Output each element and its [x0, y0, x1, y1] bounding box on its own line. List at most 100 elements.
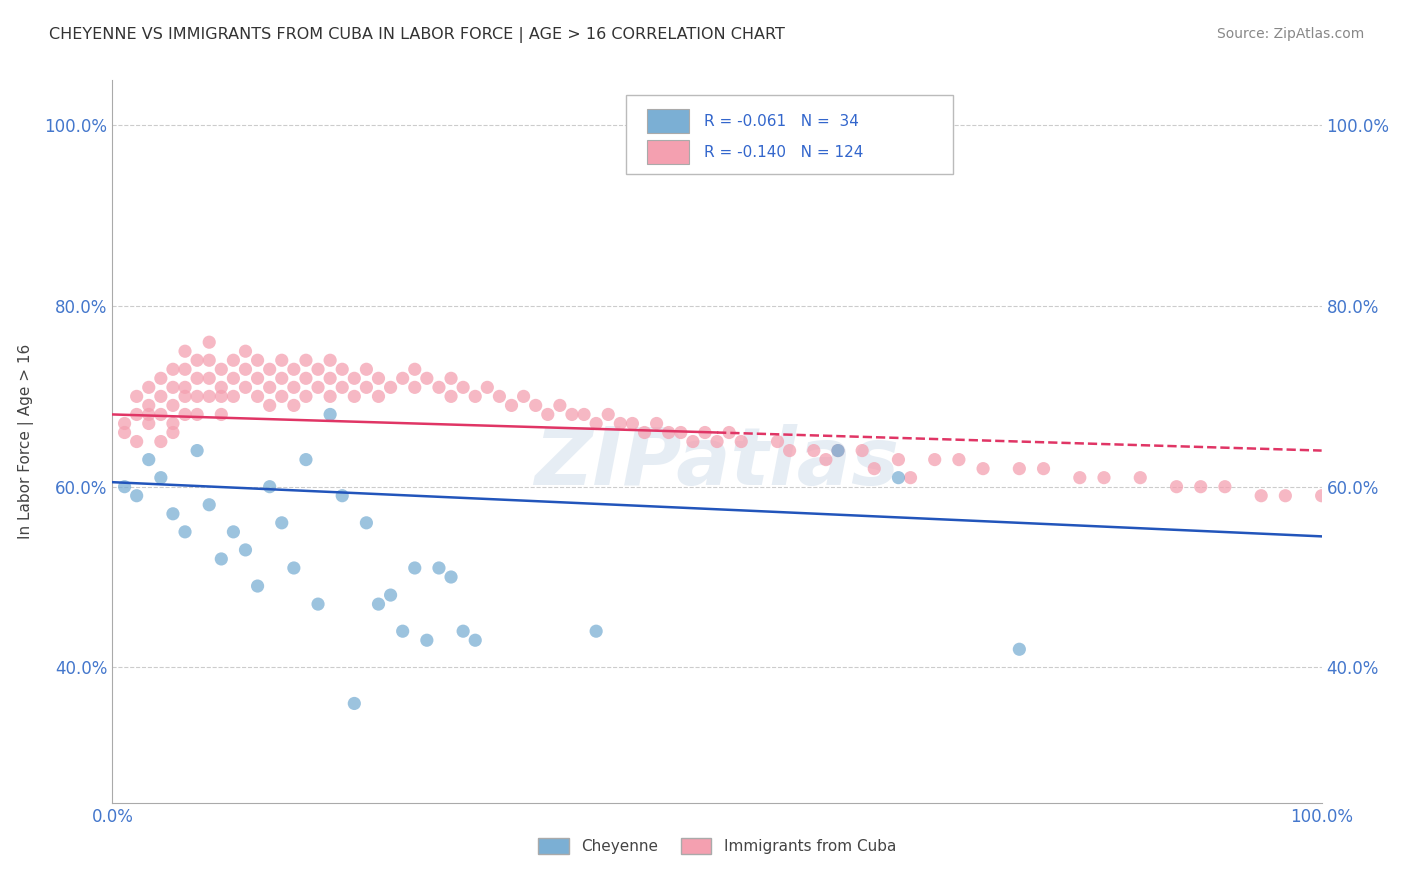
Point [162, 362, 184, 376]
Point [259, 362, 281, 376]
Point [851, 443, 873, 458]
Point [416, 371, 439, 385]
Point [343, 389, 366, 403]
Point [246, 389, 269, 403]
Point [572, 408, 595, 422]
FancyBboxPatch shape [647, 140, 689, 164]
Point [138, 417, 160, 431]
Point [246, 371, 269, 385]
Point [149, 434, 172, 449]
Point [162, 417, 184, 431]
Text: R = -0.140   N = 124: R = -0.140 N = 124 [704, 145, 863, 160]
Point [209, 552, 232, 566]
Point [222, 371, 245, 385]
Point [924, 452, 946, 467]
Point [259, 380, 281, 394]
Point [162, 380, 184, 394]
Point [198, 498, 221, 512]
Point [900, 471, 922, 485]
Point [283, 362, 305, 376]
Point [682, 434, 704, 449]
Point [198, 353, 221, 368]
Point [803, 443, 825, 458]
Point [391, 371, 413, 385]
Point [270, 371, 292, 385]
Point [270, 353, 292, 368]
Point [125, 434, 148, 449]
Point [283, 380, 305, 394]
Point [718, 425, 741, 440]
Point [367, 597, 389, 611]
Point [222, 389, 245, 403]
Point [307, 597, 329, 611]
Point [283, 561, 305, 575]
Point [138, 380, 160, 394]
Point [209, 408, 232, 422]
Point [235, 344, 257, 359]
Point [319, 353, 342, 368]
Point [174, 408, 197, 422]
Point [162, 398, 184, 412]
Point [488, 389, 510, 403]
Point [645, 417, 668, 431]
Point [259, 480, 281, 494]
Point [209, 380, 232, 394]
Point [367, 371, 389, 385]
Point [598, 408, 620, 422]
Point [149, 408, 172, 422]
Point [887, 452, 910, 467]
Point [356, 380, 378, 394]
FancyBboxPatch shape [647, 109, 689, 133]
Point [174, 362, 197, 376]
Point [948, 452, 970, 467]
Point [283, 398, 305, 412]
Point [270, 516, 292, 530]
Point [138, 398, 160, 412]
Point [174, 380, 197, 394]
Point [766, 434, 789, 449]
Point [380, 380, 402, 394]
Point [138, 408, 160, 422]
Text: ZIPatlas: ZIPatlas [534, 425, 900, 502]
Point [416, 633, 439, 648]
Point [585, 624, 607, 639]
Point [270, 389, 292, 403]
Point [1250, 489, 1272, 503]
Point [561, 408, 583, 422]
Point [1032, 461, 1054, 475]
Point [198, 389, 221, 403]
Point [330, 362, 353, 376]
Point [295, 353, 318, 368]
Point [863, 461, 886, 475]
Point [427, 561, 450, 575]
Point [235, 542, 257, 557]
Point [464, 389, 486, 403]
Point [524, 398, 547, 412]
Point [451, 624, 474, 639]
Point [404, 380, 426, 394]
Point [149, 471, 172, 485]
Point [440, 570, 463, 584]
Point [222, 524, 245, 539]
Point [827, 443, 849, 458]
Point [693, 425, 716, 440]
Point [149, 371, 172, 385]
Point [246, 579, 269, 593]
Point [235, 362, 257, 376]
Point [174, 344, 197, 359]
Point [404, 561, 426, 575]
FancyBboxPatch shape [626, 95, 953, 174]
Point [138, 452, 160, 467]
Point [246, 353, 269, 368]
Point [125, 389, 148, 403]
Point [330, 380, 353, 394]
Point [1092, 471, 1115, 485]
Point [633, 425, 655, 440]
Point [319, 408, 342, 422]
Point [827, 443, 849, 458]
Point [222, 353, 245, 368]
Point [343, 697, 366, 711]
Point [209, 362, 232, 376]
Point [1129, 471, 1152, 485]
Point [887, 471, 910, 485]
